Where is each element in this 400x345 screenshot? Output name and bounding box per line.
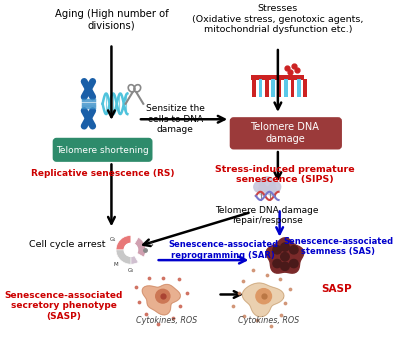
Text: G₁: G₁ xyxy=(109,237,116,242)
Text: S: S xyxy=(150,242,153,247)
Text: Telomere shortening: Telomere shortening xyxy=(56,146,149,155)
Text: Replicative senescence (RS): Replicative senescence (RS) xyxy=(31,169,174,178)
Circle shape xyxy=(254,181,265,193)
Text: Senescence-associated
stemness (SAS): Senescence-associated stemness (SAS) xyxy=(283,237,393,256)
Text: Senescence-associated
secretory phenotype
(SASP): Senescence-associated secretory phenotyp… xyxy=(4,291,123,321)
Text: Aging (High number of
divisions): Aging (High number of divisions) xyxy=(54,9,168,31)
Wedge shape xyxy=(116,235,131,257)
Bar xyxy=(278,79,282,97)
Circle shape xyxy=(258,186,268,195)
Text: Cytokines, ROS: Cytokines, ROS xyxy=(136,316,197,325)
Text: Telomere DNA damage
repair/response: Telomere DNA damage repair/response xyxy=(216,206,319,225)
Text: Stresses
(Oxidative stress, genotoxic agents,
mitochondrial dysfunction etc.): Stresses (Oxidative stress, genotoxic ag… xyxy=(192,4,364,34)
Bar xyxy=(303,79,307,97)
Text: Sensitize the
cells to DNA
damage: Sensitize the cells to DNA damage xyxy=(146,104,205,134)
Bar xyxy=(265,79,269,97)
Circle shape xyxy=(290,246,298,254)
Bar xyxy=(297,79,300,97)
Text: G₂: G₂ xyxy=(128,268,134,273)
Bar xyxy=(259,79,262,97)
Text: SASP: SASP xyxy=(321,284,352,294)
Circle shape xyxy=(281,253,289,261)
Text: Senescence-associated
reprogramming (SAR): Senescence-associated reprogramming (SAR… xyxy=(168,240,278,259)
Circle shape xyxy=(156,289,170,303)
Wedge shape xyxy=(124,255,138,264)
Circle shape xyxy=(266,186,276,195)
Polygon shape xyxy=(142,285,180,315)
Polygon shape xyxy=(266,238,304,273)
FancyBboxPatch shape xyxy=(54,139,152,161)
Circle shape xyxy=(273,246,282,254)
FancyBboxPatch shape xyxy=(231,118,341,148)
Circle shape xyxy=(124,243,138,256)
Bar xyxy=(291,79,294,97)
Bar xyxy=(272,79,275,97)
Polygon shape xyxy=(242,283,284,317)
Bar xyxy=(251,75,304,80)
Circle shape xyxy=(281,243,289,251)
Text: Cytokines, ROS: Cytokines, ROS xyxy=(238,316,300,325)
Text: M: M xyxy=(114,262,118,267)
Wedge shape xyxy=(116,250,131,264)
Circle shape xyxy=(269,181,281,193)
Circle shape xyxy=(281,262,289,270)
Text: Telomere DNA
damage: Telomere DNA damage xyxy=(250,122,319,144)
Circle shape xyxy=(260,177,275,192)
Bar xyxy=(252,79,256,97)
Wedge shape xyxy=(134,237,146,257)
Bar xyxy=(284,79,288,97)
Text: Cell cycle arrest: Cell cycle arrest xyxy=(29,240,106,249)
Circle shape xyxy=(290,259,298,268)
Text: Stress-induced premature
senescence (SIPS): Stress-induced premature senescence (SIP… xyxy=(215,165,355,184)
Circle shape xyxy=(273,259,282,268)
Circle shape xyxy=(256,289,272,304)
